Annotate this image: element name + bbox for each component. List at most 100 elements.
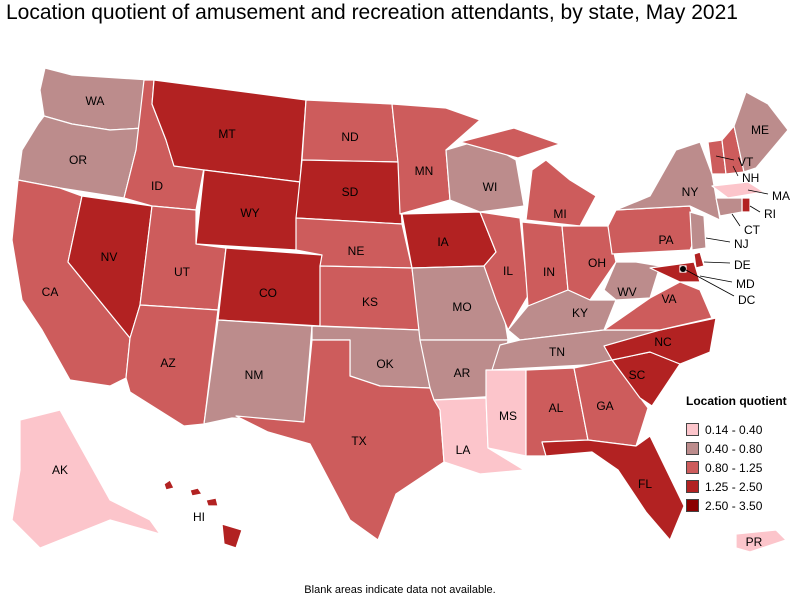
state-label-ut: UT [174,265,191,279]
state-label-mt: MT [218,127,236,141]
state-label-ok: OK [376,357,393,371]
state-label-oh: OH [588,256,606,270]
state-label-me: ME [751,123,769,137]
state-az[interactable] [125,304,219,427]
state-label-nv: NV [101,250,118,264]
legend: Location quotient 0.14 - 0.40 0.40 - 0.8… [686,394,798,515]
state-oh[interactable] [561,225,617,301]
state-ca[interactable] [11,179,131,387]
state-label-pa: PA [658,233,673,247]
legend-swatch-1 [686,423,699,436]
state-label-nm: NM [245,368,264,382]
state-label-az: AZ [160,356,175,370]
legend-label-3: 0.80 - 1.25 [705,460,763,475]
state-ms[interactable] [485,369,527,457]
state-md[interactable] [649,261,701,283]
state-label-mo: MO [452,300,471,314]
callout-line-md [699,275,733,283]
state-de[interactable] [693,251,705,269]
state-label-dc: DC [738,293,756,307]
state-label-fl: FL [638,477,652,491]
legend-label-1: 0.14 - 0.40 [705,422,763,437]
legend-item-2: 0.40 - 0.80 [686,439,798,458]
state-ak[interactable] [11,409,161,549]
legend-item-3: 0.80 - 1.25 [686,458,798,477]
state-label-wi: WI [483,180,498,194]
state-label-tx: TX [351,434,366,448]
state-fl[interactable] [541,435,685,541]
state-label-wy: WY [240,206,259,220]
state-ma[interactable] [711,181,765,199]
callout-line-de [703,261,731,264]
legend-swatch-2 [686,442,699,455]
state-ia[interactable] [401,211,497,269]
state-il[interactable] [479,211,529,331]
state-ct[interactable] [715,197,743,217]
legend-label-5: 2.50 - 3.50 [705,498,763,513]
state-label-id: ID [151,179,163,193]
state-label-nh: NH [742,171,759,185]
state-label-vt: VT [738,155,754,169]
state-label-ak: AK [52,463,68,477]
callout-line-ri [749,205,761,213]
state-pr[interactable] [735,529,787,553]
state-label-co: CO [259,286,277,300]
legend-swatch-5 [686,499,699,512]
state-label-ks: KS [362,295,378,309]
state-nj[interactable] [689,211,707,251]
callout-line-nh [732,165,739,177]
state-me[interactable] [733,91,789,173]
map-title: Location quotient of amusement and recre… [6,1,738,24]
legend-title: Location quotient [686,394,787,408]
state-label-al: AL [549,401,564,415]
state-label-ct: CT [744,223,761,237]
state-label-mi: MI [553,207,566,221]
state-label-ny: NY [682,185,699,199]
legend-label-4: 1.25 - 2.50 [705,479,763,494]
state-label-ma: MA [772,189,790,203]
state-label-la: LA [456,443,471,457]
state-label-tn: TN [549,345,565,359]
state-label-nd: ND [341,130,359,144]
legend-swatch-4 [686,480,699,493]
state-label-sd: SD [342,185,359,199]
state-label-ms: MS [499,409,517,423]
state-label-il: IL [503,264,513,278]
callout-line-ct [731,213,741,227]
state-ga[interactable] [573,359,649,447]
state-label-mn: MN [415,164,434,178]
callout-line-ma [747,189,769,195]
state-ny[interactable] [615,141,721,221]
state-label-ia: IA [437,235,448,249]
state-label-sc: SC [629,368,646,382]
footnote: Blank areas indicate data not available. [304,584,496,596]
legend-swatch-3 [686,461,699,474]
state-label-hi: HI [193,510,205,524]
state-tx[interactable] [235,339,445,541]
state-label-va: VA [661,292,676,306]
legend-label-2: 0.40 - 0.80 [705,441,763,456]
callout-line-vt [715,155,735,161]
state-ri[interactable] [741,197,751,213]
state-label-ky: KY [572,306,588,320]
legend-item-5: 2.50 - 3.50 [686,496,798,515]
state-label-ri: RI [764,207,776,221]
legend-item-1: 0.14 - 0.40 [686,420,798,439]
state-label-ga: GA [596,399,613,413]
legend-item-4: 1.25 - 2.50 [686,477,798,496]
state-pa[interactable] [607,205,699,255]
callout-line-dc [685,269,735,297]
state-hi[interactable] [163,479,243,549]
state-label-or: OR [69,153,87,167]
state-label-md: MD [736,277,755,291]
state-label-in: IN [543,265,555,279]
state-label-pr: PR [746,535,763,549]
callout-line-nj [705,237,731,243]
state-wv[interactable] [603,261,661,301]
state-label-nc: NC [654,335,672,349]
state-label-ar: AR [454,366,471,380]
dc-marker [680,266,686,272]
state-label-wv: WV [617,285,636,299]
state-label-de: DE [734,258,751,272]
